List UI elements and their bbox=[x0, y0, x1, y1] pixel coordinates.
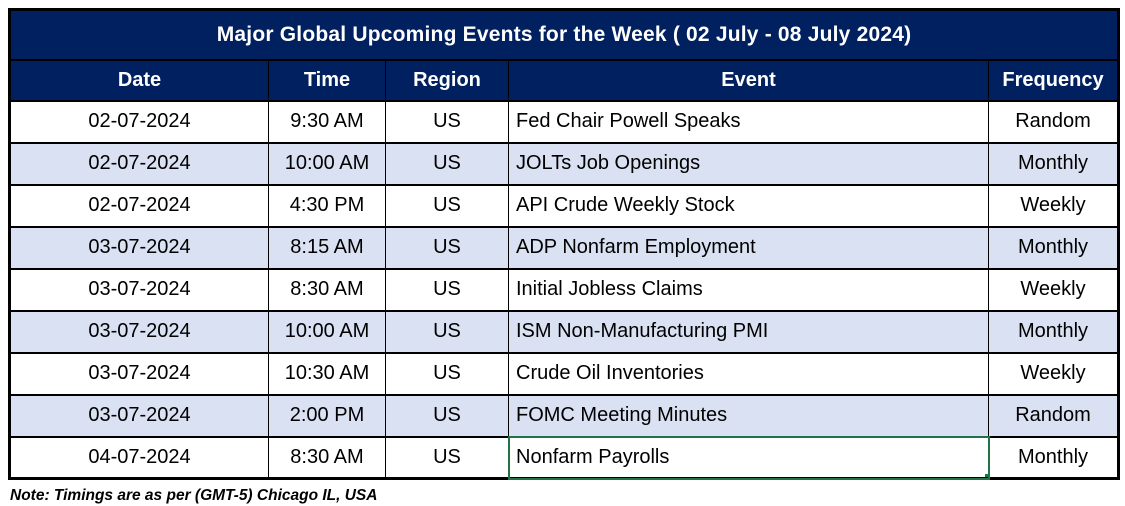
cell-time[interactable]: 2:00 PM bbox=[268, 393, 386, 438]
table-row: 02-07-2024 10:00 AM US JOLTs Job Openings Mo… bbox=[9, 141, 1120, 186]
cell-time[interactable]: 10:00 AM bbox=[268, 141, 386, 186]
cell-region[interactable]: US bbox=[385, 99, 509, 144]
cell-date[interactable]: 03-07-2024 bbox=[9, 267, 269, 312]
cell-region[interactable]: US bbox=[385, 393, 509, 438]
events-table-sheet: Major Global Upcoming Events for the Wee… bbox=[8, 8, 1121, 505]
cell-region[interactable]: US bbox=[385, 141, 509, 186]
table-row: 03-07-2024 2:00 PM US FOMC Meeting Minutes R… bbox=[9, 393, 1120, 438]
cell-event[interactable]: FOMC Meeting Minutes bbox=[508, 393, 989, 438]
cell-time[interactable]: 8:15 AM bbox=[268, 225, 386, 270]
cell-time[interactable]: 9:30 AM bbox=[268, 99, 386, 144]
table-row: 02-07-2024 4:30 PM US API Crude Weekly Stoc… bbox=[9, 183, 1120, 228]
cell-region[interactable]: US bbox=[385, 435, 509, 480]
events-table: Major Global Upcoming Events for the Wee… bbox=[8, 8, 1121, 480]
table-row: 03-07-2024 10:30 AM US Crude Oil Inventorie… bbox=[9, 351, 1120, 396]
cell-date[interactable]: 03-07-2024 bbox=[9, 225, 269, 270]
cell-event[interactable]: Fed Chair Powell Speaks bbox=[508, 99, 989, 144]
cell-time[interactable]: 10:30 AM bbox=[268, 351, 386, 396]
cell-frequency[interactable]: Weekly bbox=[987, 183, 1120, 228]
cell-region[interactable]: US bbox=[385, 183, 509, 228]
cell-event[interactable]: JOLTs Job Openings bbox=[508, 141, 989, 186]
cell-date[interactable]: 02-07-2024 bbox=[9, 183, 269, 228]
timezone-note: Note: Timings are as per (GMT-5) Chicago… bbox=[10, 487, 378, 504]
cell-frequency[interactable]: Monthly bbox=[987, 225, 1120, 270]
cell-date[interactable]: 03-07-2024 bbox=[9, 393, 269, 438]
cell-frequency[interactable]: Random bbox=[987, 393, 1120, 438]
cell-event[interactable]: ISM Non-Manufacturing PMI bbox=[508, 309, 989, 354]
cell-event[interactable]: API Crude Weekly Stock bbox=[508, 183, 989, 228]
table-row: 04-07-2024 8:30 AM US Nonfarm Payrolls Month… bbox=[9, 435, 1120, 480]
cell-date[interactable]: 04-07-2024 bbox=[9, 435, 269, 480]
cell-event[interactable]: Nonfarm Payrolls bbox=[507, 435, 990, 480]
cell-date[interactable]: 03-07-2024 bbox=[9, 351, 269, 396]
cell-event[interactable]: Crude Oil Inventories bbox=[508, 351, 989, 396]
column-header-date[interactable]: Date bbox=[9, 58, 269, 102]
cell-date[interactable]: 02-07-2024 bbox=[9, 141, 269, 186]
cell-frequency[interactable]: Weekly bbox=[987, 267, 1120, 312]
cell-date[interactable]: 02-07-2024 bbox=[9, 99, 269, 144]
table-row: 03-07-2024 8:15 AM US ADP Nonfarm Employmen… bbox=[9, 225, 1120, 270]
cell-frequency[interactable]: Monthly bbox=[987, 309, 1120, 354]
cell-region[interactable]: US bbox=[385, 309, 509, 354]
cell-time[interactable]: 8:30 AM bbox=[268, 267, 386, 312]
cell-time[interactable]: 8:30 AM bbox=[268, 435, 386, 480]
cell-frequency[interactable]: Random bbox=[987, 99, 1120, 144]
cell-time[interactable]: 10:00 AM bbox=[268, 309, 386, 354]
table-row: 02-07-2024 9:30 AM US Fed Chair Powell Spea… bbox=[9, 99, 1120, 144]
cell-region[interactable]: US bbox=[385, 267, 509, 312]
cell-frequency[interactable]: Monthly bbox=[987, 435, 1120, 480]
column-header-time[interactable]: Time bbox=[268, 58, 386, 102]
column-header-region[interactable]: Region bbox=[385, 58, 509, 102]
cell-region[interactable]: US bbox=[385, 351, 509, 396]
table-title: Major Global Upcoming Events for the Wee… bbox=[8, 8, 1120, 61]
selection-fill-handle[interactable] bbox=[984, 473, 988, 477]
cell-date[interactable]: 03-07-2024 bbox=[9, 309, 269, 354]
column-header-event[interactable]: Event bbox=[508, 58, 989, 102]
cell-frequency[interactable]: Monthly bbox=[987, 141, 1120, 186]
column-header-frequency[interactable]: Frequency bbox=[987, 58, 1120, 102]
cell-event[interactable]: Initial Jobless Claims bbox=[508, 267, 989, 312]
title-row: Major Global Upcoming Events for the Wee… bbox=[8, 8, 1120, 61]
cell-frequency[interactable]: Weekly bbox=[987, 351, 1120, 396]
cell-event[interactable]: ADP Nonfarm Employment bbox=[508, 225, 989, 270]
table-row: 03-07-2024 8:30 AM US Initial Jobless Claim… bbox=[9, 267, 1120, 312]
table-row: 03-07-2024 10:00 AM US ISM Non-Manufacturin… bbox=[9, 309, 1120, 354]
cell-region[interactable]: US bbox=[385, 225, 509, 270]
column-header-row: Date Time Region Event Frequency bbox=[9, 58, 1120, 102]
cell-time[interactable]: 4:30 PM bbox=[268, 183, 386, 228]
